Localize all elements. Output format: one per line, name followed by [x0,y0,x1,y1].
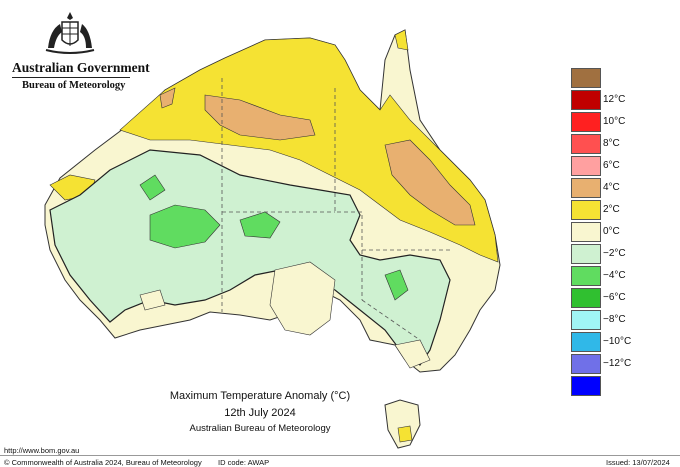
map-source: Australian Bureau of Meteorology [189,423,331,434]
legend-label: −10°C [603,336,632,347]
footer-copyright: © Commonwealth of Australia 2024, Bureau… [4,458,202,467]
legend-swatch [571,90,601,110]
legend-swatch [571,156,601,176]
legend-swatch [571,200,601,220]
legend-swatch [571,354,601,374]
legend-label: 2°C [603,204,620,215]
australia-anomaly-map [44,29,501,449]
legend-swatch [571,376,601,396]
legend-swatch [571,288,601,308]
legend-label: −6°C [603,292,626,303]
legend-swatch [571,266,601,286]
agency-name: Bureau of Meteorology [22,80,126,91]
divider [12,77,130,78]
legend-swatch [571,68,601,88]
map-title: Maximum Temperature Anomaly (°C) [169,390,351,402]
legend-label: −12°C [603,358,632,369]
legend-label: 10°C [603,116,626,127]
legend-swatch [571,332,601,352]
footer-divider [0,455,680,456]
legend-label: −4°C [603,270,626,281]
legend-label: −2°C [603,248,626,259]
map-date: 12th July 2024 [224,407,296,419]
legend-swatch [571,178,601,198]
footer-url[interactable]: http://www.bom.gov.au [4,446,80,455]
legend-label: 8°C [603,138,620,149]
legend-swatch [571,244,601,264]
legend-swatch [571,222,601,242]
footer-id-code: ID code: AWAP [218,458,270,467]
coat-of-arms-icon [45,12,95,54]
legend-label: 0°C [603,226,620,237]
legend-label: 12°C [603,94,626,105]
footer-issued: Issued: 13/07/2024 [606,458,670,467]
legend-swatch [571,134,601,154]
legend-swatch [571,112,601,132]
legend-label: −8°C [603,314,626,325]
government-title: Australian Government [12,60,150,75]
legend-label: 4°C [603,182,620,193]
legend-label: 6°C [603,160,620,171]
legend-swatch [571,310,601,330]
